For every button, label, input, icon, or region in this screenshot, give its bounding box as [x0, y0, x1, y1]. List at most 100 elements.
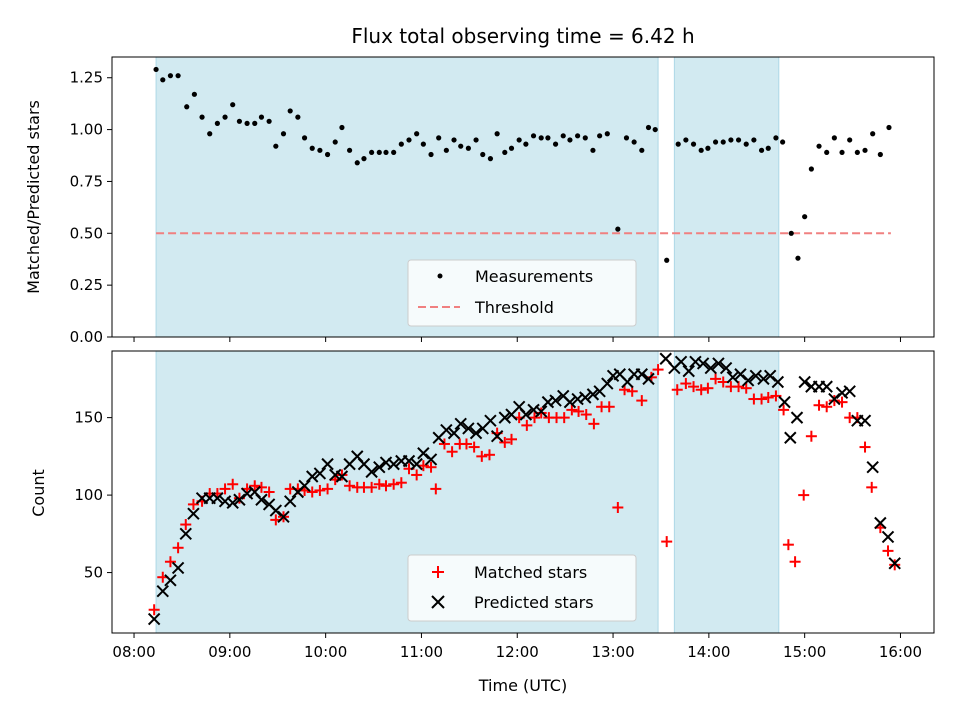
measurement-point [831, 135, 837, 141]
measurement-point [567, 137, 573, 143]
predicted-star-point [828, 392, 841, 406]
measurement-point [487, 156, 494, 162]
count-legend: Matched stars Predicted stars [407, 554, 637, 622]
measurement-point [458, 143, 464, 149]
x-tick-label: 10:00 [304, 643, 347, 661]
matched-star-point [695, 384, 707, 396]
measurement-point [631, 139, 637, 145]
matched-star-point [425, 461, 437, 473]
matched-star-point [770, 390, 782, 402]
measurement-point [191, 91, 197, 97]
predicted-star-point [579, 391, 592, 404]
measurement-point [773, 135, 779, 141]
measurement-point [258, 114, 265, 120]
matched-star-point [172, 542, 184, 554]
predicted-star-point [749, 369, 763, 382]
matched-star-point [866, 481, 878, 493]
measurement-point [552, 141, 559, 147]
matched-star-point [306, 486, 318, 498]
measurement-point [508, 145, 515, 151]
measurement-point [780, 139, 786, 145]
measurement-point [683, 137, 689, 143]
predicted-star-point [313, 467, 327, 480]
measurement-point [287, 108, 293, 114]
measurement-point [391, 149, 397, 156]
predicted-star-point [298, 479, 311, 493]
predicted-star-point [283, 495, 297, 508]
measurement-point [652, 126, 658, 133]
predicted-star-point [642, 372, 655, 386]
predicted-star-point [704, 361, 717, 375]
legend-threshold-label: Threshold [474, 298, 554, 317]
count-y-ticks: 50 100 150 [74, 409, 112, 582]
measurement-point [376, 149, 382, 156]
predicted-star-point [171, 561, 185, 575]
measurement-point [244, 120, 250, 126]
measurement-point [494, 131, 500, 137]
measurement-point [862, 147, 868, 153]
measurement-point [575, 133, 581, 139]
predicted-star-point [734, 368, 747, 381]
predicted-star-point [696, 357, 710, 370]
predicted-star-point [454, 417, 467, 431]
measurement-point [167, 73, 174, 79]
measurement-point [698, 147, 704, 153]
measurement-point [266, 118, 272, 124]
measurement-point [406, 137, 412, 143]
predicted-star-point [147, 612, 161, 626]
matched-star-point [180, 519, 192, 531]
predicted-star-point [410, 457, 423, 471]
predicted-star-point [424, 453, 438, 466]
measurement-point [339, 124, 345, 131]
matched-star-point [733, 381, 745, 393]
legend-measurements-marker [437, 273, 443, 279]
measurement-point [295, 114, 301, 120]
predicted-star-point [726, 371, 740, 384]
measurement-point [480, 151, 486, 158]
matched-star-point [380, 480, 392, 492]
measurement-point [645, 124, 652, 131]
measurement-point [712, 139, 719, 145]
predicted-star-point [635, 368, 649, 381]
matched-star-point [813, 399, 825, 411]
y-tick-label: 0.25 [70, 276, 103, 294]
predicted-star-point [757, 372, 770, 386]
predicted-star-point [858, 414, 872, 427]
matched-star-point [889, 559, 901, 571]
predicted-star-point [563, 395, 577, 409]
matched-star-point [778, 404, 790, 416]
ratio-y-ticks: 0.00 0.25 0.50 0.75 1.00 1.25 [70, 69, 112, 346]
predicted-star-point [321, 457, 334, 471]
measurement-point [728, 137, 734, 143]
x-tick-label: 14:00 [687, 643, 730, 661]
matched-star-point [164, 556, 176, 568]
measurement-point [160, 77, 166, 83]
observing-span [673, 350, 780, 634]
measurement-point [538, 135, 544, 141]
legend-measurements-label: Measurements [475, 267, 593, 286]
measurement-point [207, 131, 213, 137]
x-tick-label: 16:00 [879, 643, 922, 661]
x-tick-label: 15:00 [783, 643, 826, 661]
matched-star-point [460, 438, 472, 450]
matched-star-point [499, 436, 511, 448]
matched-star-point [636, 395, 648, 407]
measurement-point [420, 141, 426, 147]
measurement-point [623, 135, 630, 141]
matched-star-point [227, 478, 239, 490]
matched-star-point [506, 433, 518, 445]
matched-star-point [438, 438, 450, 450]
matched-star-point [821, 401, 833, 413]
matched-star-point [573, 405, 585, 417]
matched-star-point [314, 484, 326, 496]
measurement-point [236, 118, 243, 124]
matched-star-point [411, 469, 423, 481]
matched-star-point [187, 498, 199, 510]
matched-star-point [373, 478, 385, 490]
observing-span [673, 56, 780, 338]
measurement-point [428, 151, 434, 158]
measurement-point [639, 147, 645, 153]
matched-star-point [652, 364, 664, 376]
x-axis-label: Time (UTC) [478, 676, 567, 695]
matched-star-point [702, 382, 714, 394]
